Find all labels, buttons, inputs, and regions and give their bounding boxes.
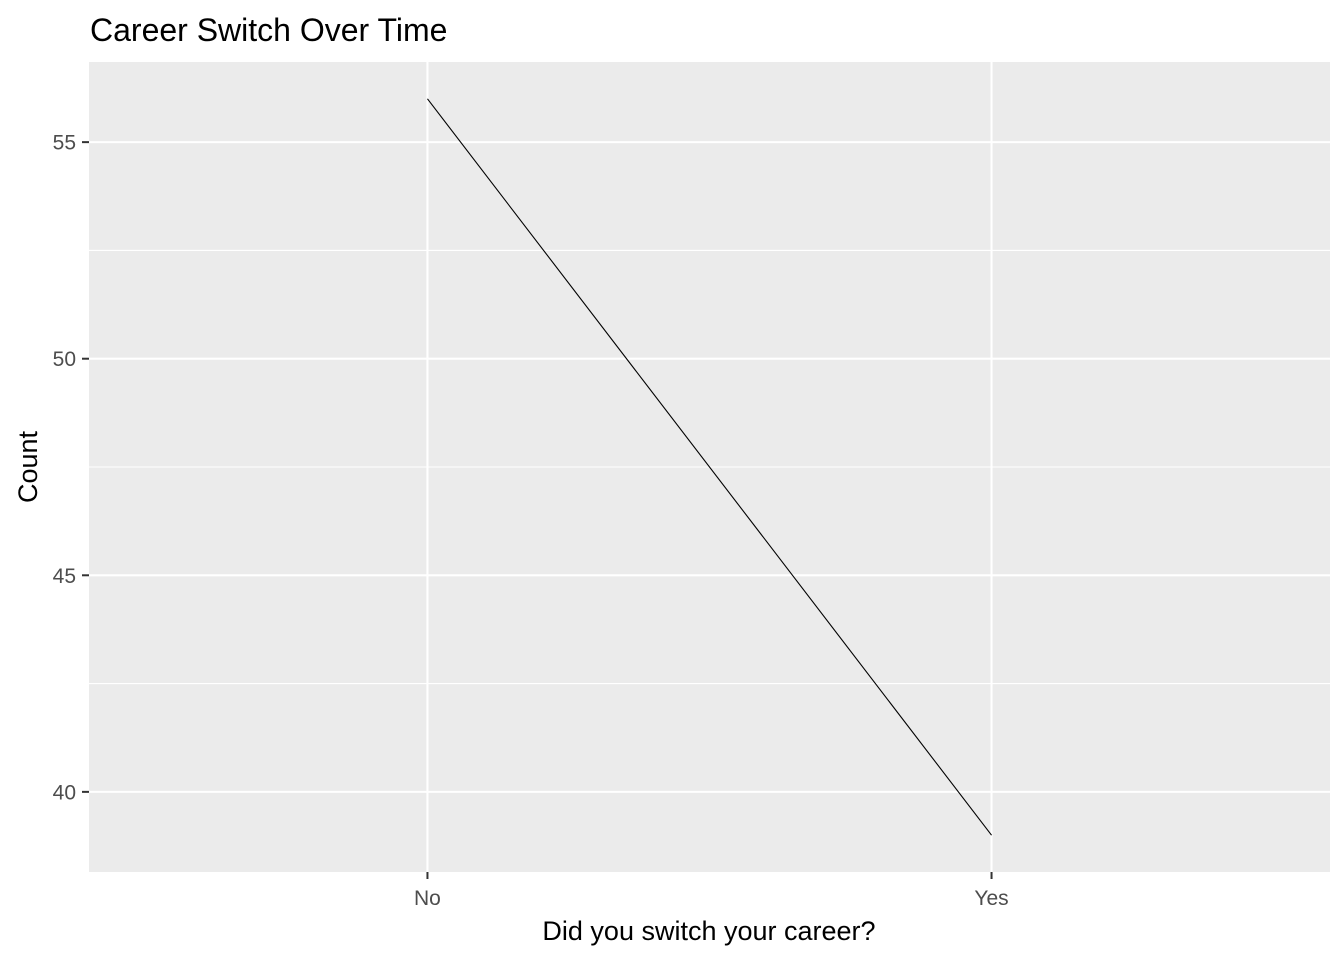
x-axis-title: Did you switch your career? [542,916,875,946]
grid-major [89,62,1330,872]
series-layer [427,98,992,836]
y-tick-label: 55 [53,132,76,155]
x-axis: No Yes [414,872,1009,910]
y-tick-label: 40 [53,781,76,804]
y-tick-label: 45 [53,565,76,588]
series-line [427,98,992,836]
x-tick-label: Yes [974,887,1008,910]
y-tick-label: 50 [53,348,76,371]
y-axis: 40 45 50 55 [53,132,89,804]
y-axis-title: Count [13,430,43,503]
chart-title: Career Switch Over Time [90,12,447,48]
x-tick-label: No [414,887,441,910]
